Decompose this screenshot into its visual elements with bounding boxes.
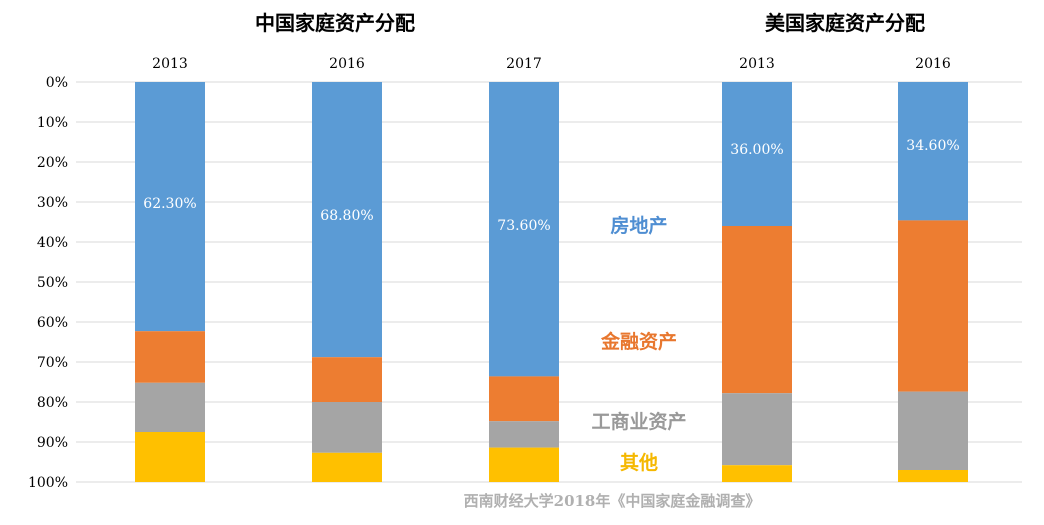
data-label: 62.30% [143, 196, 196, 212]
segment-其他 [135, 432, 205, 482]
y-tick-label: 10% [37, 115, 68, 131]
data-label: 73.60% [497, 218, 550, 234]
data-label: 34.60% [906, 138, 959, 154]
legend-item: 房地产 [610, 214, 667, 237]
source-note: 西南财经大学2018年《中国家庭金融调查》 [464, 492, 761, 510]
data-label: 36.00% [730, 142, 783, 158]
y-tick-label: 60% [37, 315, 68, 331]
segment-工商业资产 [898, 391, 968, 470]
segment-其他 [898, 470, 968, 482]
category-label: 2016 [329, 56, 365, 72]
legend-item: 金融资产 [600, 330, 677, 353]
us-chart-title: 美国家庭资产分配 [765, 11, 925, 35]
segment-工商业资产 [722, 393, 792, 466]
bar-0-2013: 2013 62.30% [135, 56, 205, 482]
segment-其他 [312, 452, 382, 482]
segment-金融资产 [898, 220, 968, 392]
segment-房地产 [312, 82, 382, 358]
bar-groups: 2013 62.30% 2016 68.80% 2017 73.60% 2013 36.00%… [135, 56, 968, 482]
y-tick-label: 30% [37, 195, 68, 211]
segment-金融资产 [312, 357, 382, 402]
y-tick-label: 40% [37, 235, 68, 251]
segment-工商业资产 [312, 402, 382, 453]
y-axis: 0% 10% 20% 30% 40% 50% 60% 70% 80% 90% 100% [28, 75, 68, 491]
y-tick-label: 20% [37, 155, 68, 171]
y-tick-label: 50% [37, 275, 68, 291]
legend-item: 工商业资产 [591, 410, 686, 433]
segment-房地产 [898, 82, 968, 221]
bar-0-2017: 2017 73.60% [489, 56, 559, 482]
y-tick-label: 70% [37, 355, 68, 371]
bar-1-2013: 2013 36.00% [722, 56, 792, 482]
segment-其他 [722, 465, 792, 482]
segment-金融资产 [489, 376, 559, 422]
segment-工商业资产 [135, 382, 205, 432]
segment-房地产 [135, 82, 205, 332]
bar-0-2016: 2016 68.80% [312, 56, 382, 482]
category-label: 2017 [506, 56, 542, 72]
segment-房地产 [489, 82, 559, 377]
y-tick-label: 90% [37, 435, 68, 451]
category-label: 2013 [152, 56, 188, 72]
china-chart-title: 中国家庭资产分配 [255, 11, 415, 35]
y-tick-label: 0% [46, 75, 68, 91]
segment-其他 [489, 447, 559, 482]
segment-房地产 [722, 82, 792, 226]
data-label: 68.80% [320, 208, 373, 224]
segment-工商业资产 [489, 421, 559, 448]
legend-item: 其他 [620, 451, 658, 474]
bar-1-2016: 2016 34.60% [898, 56, 968, 482]
segment-金融资产 [722, 226, 792, 394]
y-tick-label: 80% [37, 395, 68, 411]
category-label: 2013 [739, 56, 775, 72]
category-label: 2016 [915, 56, 951, 72]
y-tick-label: 100% [28, 475, 68, 491]
segment-金融资产 [135, 331, 205, 383]
